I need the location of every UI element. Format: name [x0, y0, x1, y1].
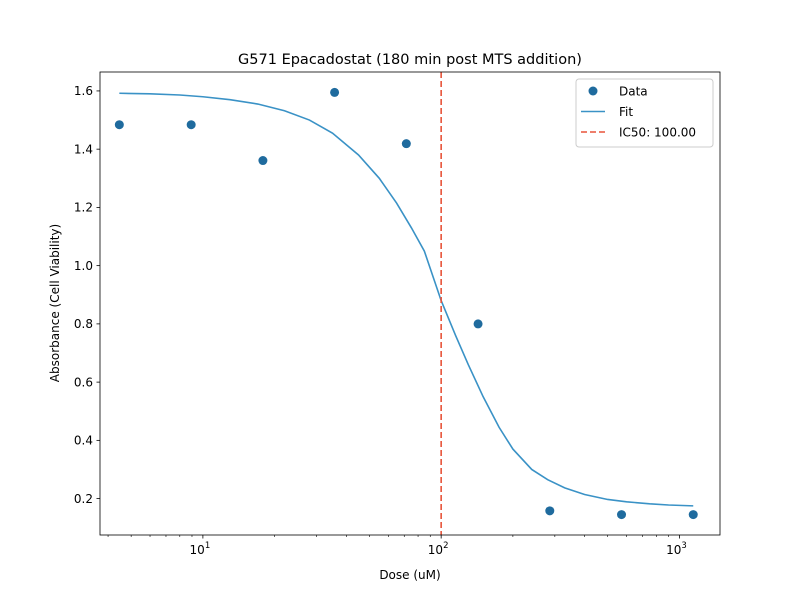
- y-tick-label: 1.4: [74, 142, 93, 156]
- y-tick-label: 0.2: [74, 492, 93, 506]
- y-tick-label: 1.6: [74, 84, 93, 98]
- x-tick-label: 103: [666, 541, 687, 557]
- data-point: [186, 120, 196, 130]
- data-point: [114, 120, 124, 130]
- data-point: [473, 319, 483, 329]
- data-point: [401, 139, 411, 149]
- data-point: [258, 156, 268, 166]
- plot-frame: [99, 71, 721, 536]
- x-axis-label: Dose (uM): [379, 568, 440, 582]
- y-axis-label: Absorbance (Cell Viability): [48, 224, 62, 382]
- y-tick-label: 1.2: [74, 201, 93, 215]
- data-point: [617, 510, 627, 520]
- legend-data-marker: [588, 86, 598, 96]
- y-tick-label: 0.4: [74, 434, 93, 448]
- x-tick-label: 101: [190, 541, 211, 557]
- legend-fit-label: Fit: [619, 105, 633, 119]
- legend-data-label: Data: [619, 84, 648, 98]
- legend-ic50-label: IC50: 100.00: [619, 125, 696, 139]
- data-point: [545, 506, 555, 516]
- y-tick-label: 0.6: [74, 375, 93, 389]
- x-tick-label: 102: [428, 541, 449, 557]
- y-tick-label: 1.0: [74, 259, 93, 273]
- legend-box: [575, 78, 714, 148]
- data-point: [688, 510, 698, 520]
- data-point: [330, 87, 340, 97]
- chart-title: G571 Epacadostat (180 min post MTS addit…: [238, 52, 582, 68]
- y-tick-label: 0.8: [74, 317, 93, 331]
